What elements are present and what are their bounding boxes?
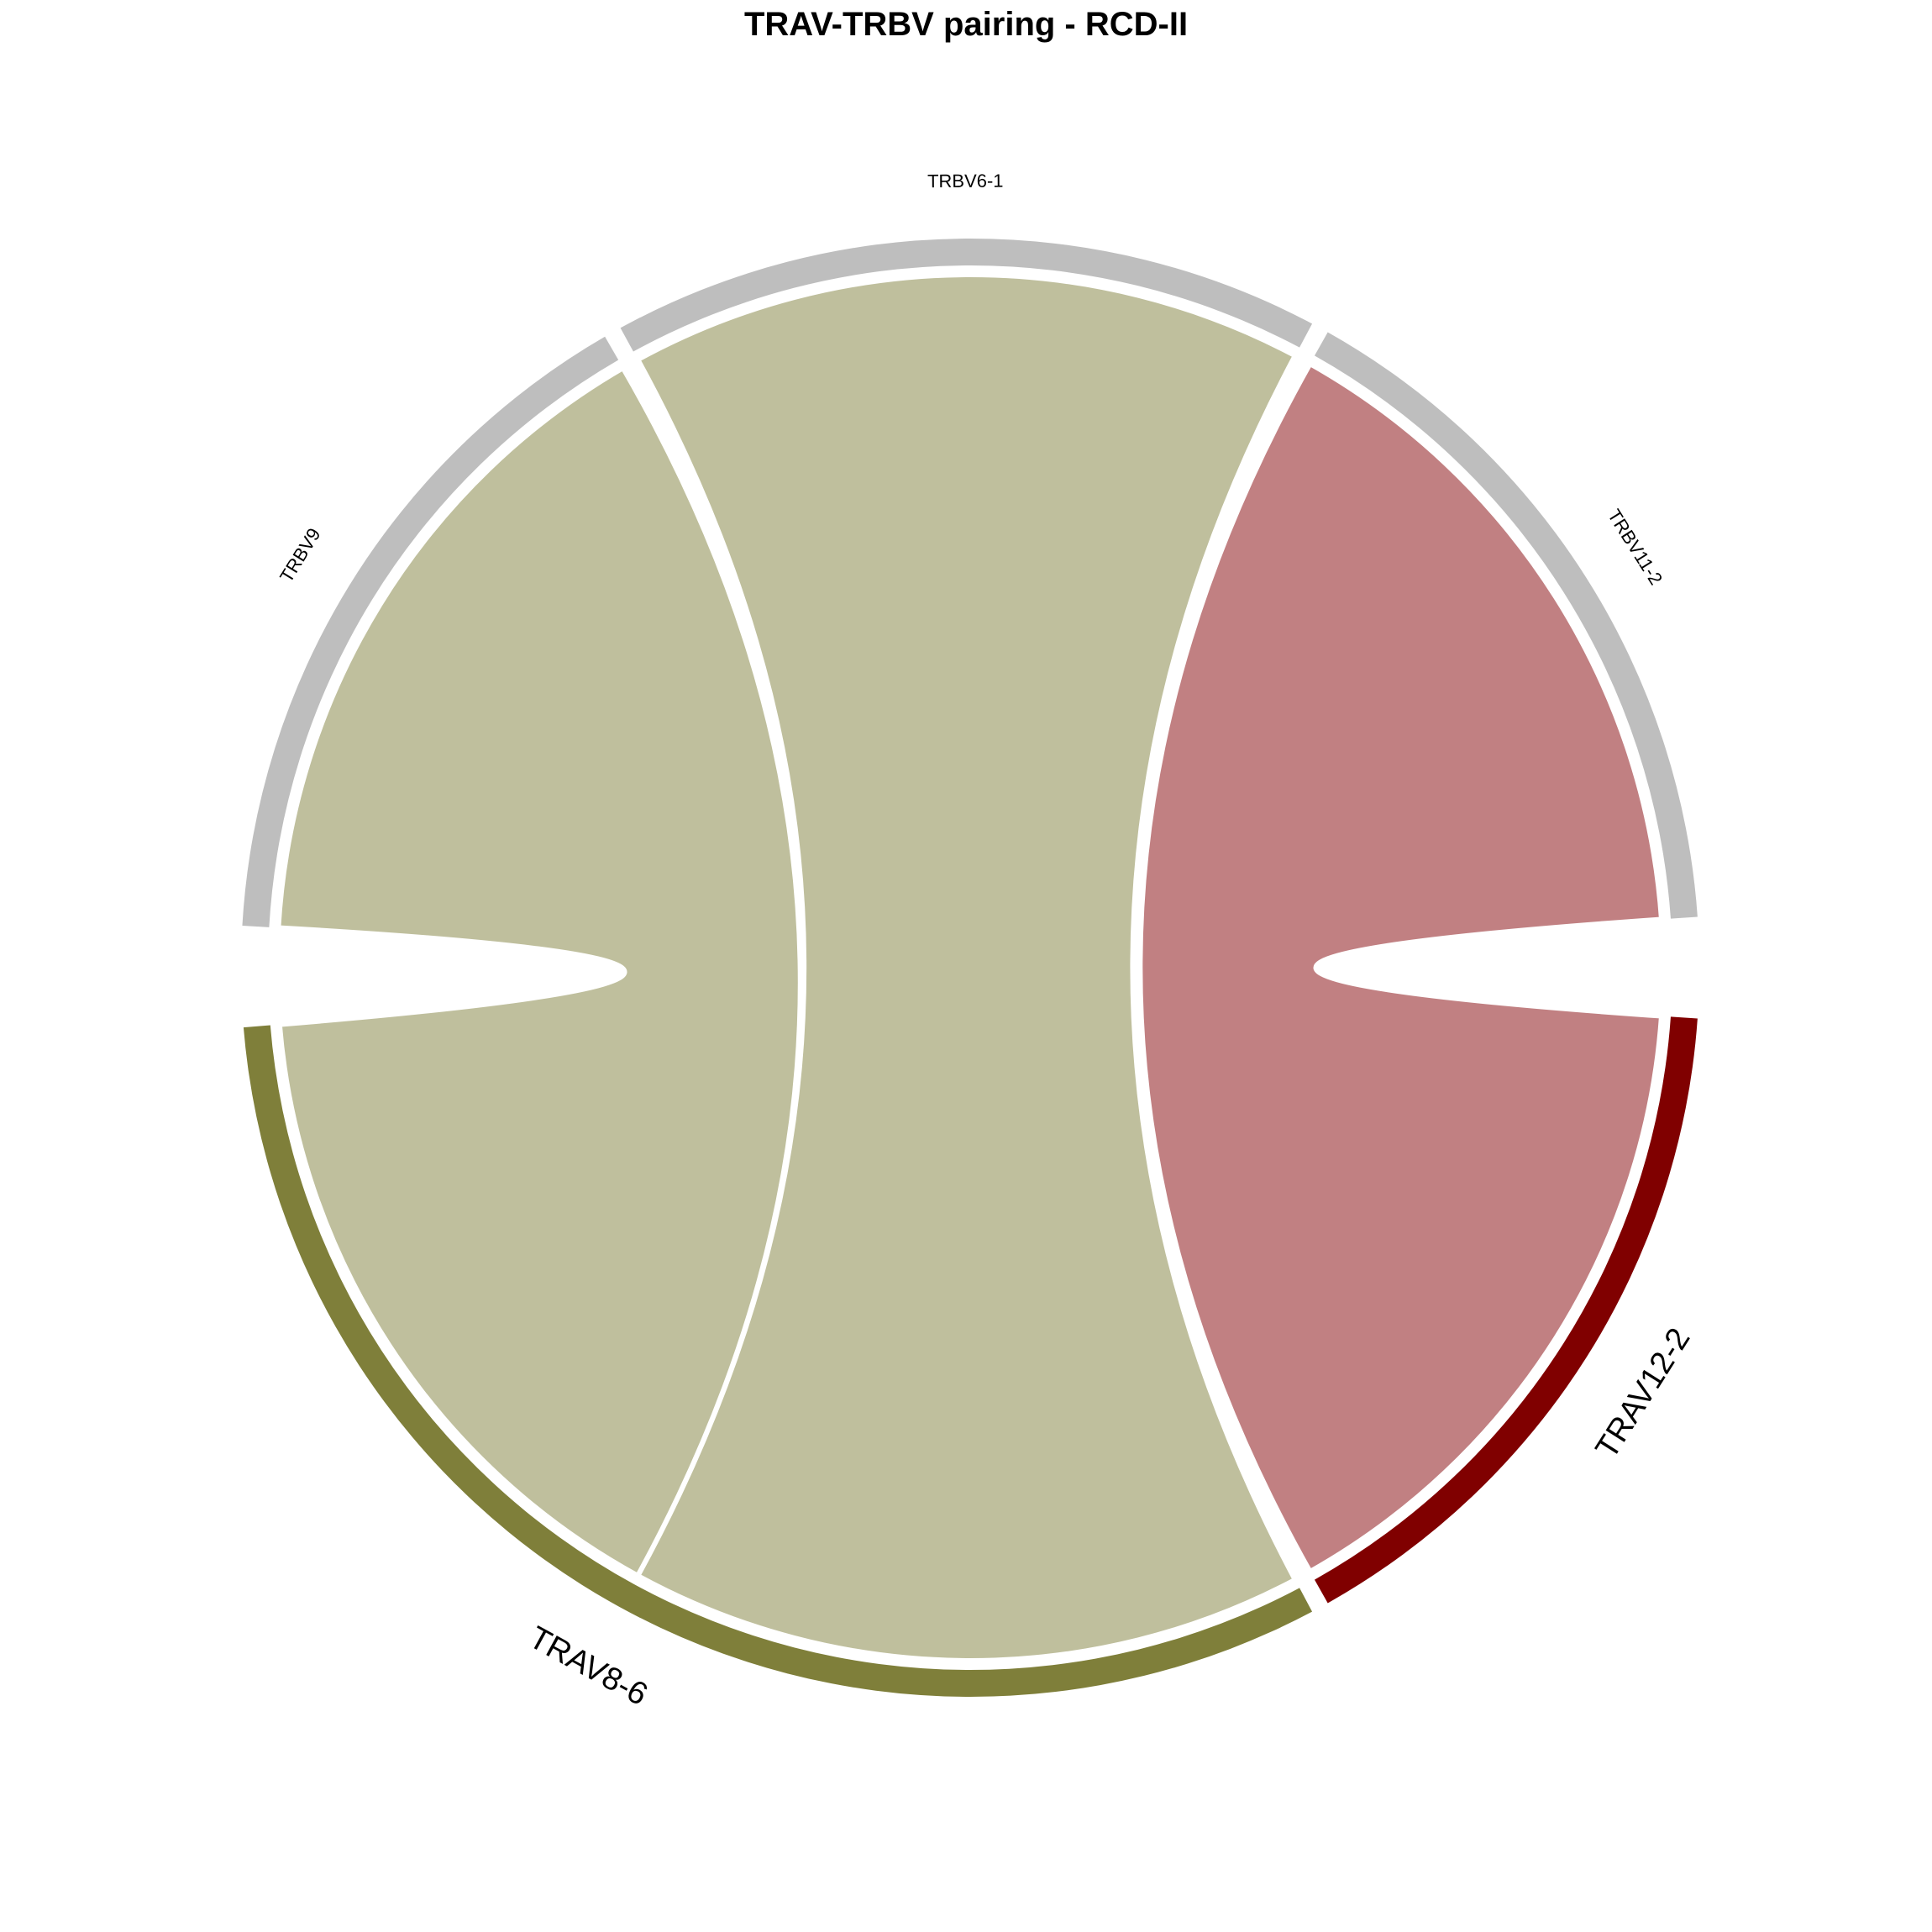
label-trav12-2: TRAV12-2 [1589, 1322, 1698, 1465]
label-trbv6-1: TRBV6-1 [927, 171, 1004, 192]
label-trav8-6: TRAV8-6 [523, 1620, 654, 1713]
label-trbv11-2: TRBV11-2 [1604, 506, 1667, 589]
chord-link-trav8-6-trbv9 [278, 368, 800, 1576]
label-trbv9: TRBV9 [276, 524, 324, 586]
chord-links [278, 275, 1662, 1661]
chord-link-trav12-2-trbv11-2 [1140, 364, 1662, 1572]
